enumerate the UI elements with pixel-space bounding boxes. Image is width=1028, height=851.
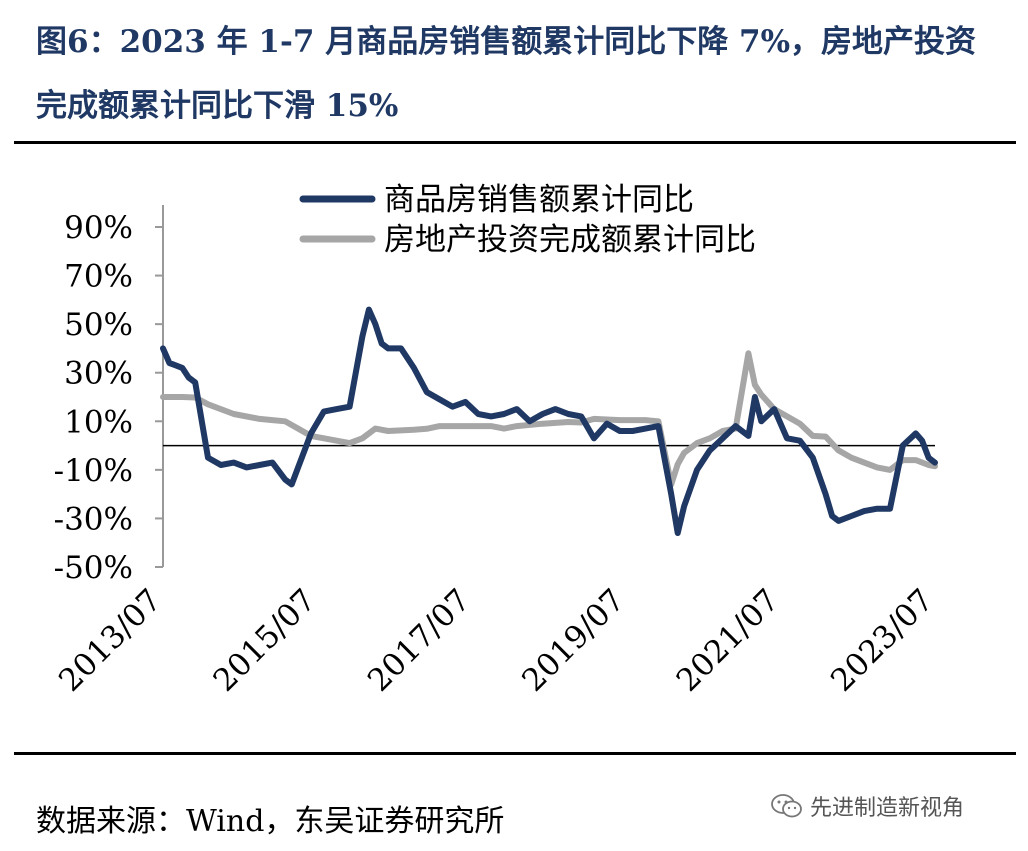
x-tick-label: 2013/07 [52,582,169,699]
y-tick-label: -30% [54,501,133,537]
y-tick-label: 90% [64,210,133,246]
y-tick-label: 30% [64,356,133,392]
bottom-rule [14,752,1016,755]
y-tick-label: 10% [64,404,133,440]
legend-label-investment: 房地产投资完成额累计同比 [384,222,756,258]
series-line-sales [160,306,938,536]
y-tick-label: -10% [54,453,133,489]
x-tick-label: 2023/07 [824,582,941,699]
series-line-investment [160,350,938,488]
line-chart: 90% 70% 50% 30% 10% -10% -30% -50%2013/07 2015/0… [52,182,941,699]
wechat-icon [771,794,802,818]
data-source-note: 数据来源：Wind，东吴证券研究所 [36,804,505,839]
y-tick-label: 50% [64,307,133,343]
x-tick-label: 2017/07 [361,582,478,699]
legend-label-sales: 商品房销售额累计同比 [384,182,694,218]
x-tick-label: 2021/07 [670,582,787,699]
chart-title: 图6：2023 年 1-7 月商品房销售额累计同比下降 7%，房地产投资完成额累… [36,24,977,124]
y-tick-label: 70% [64,259,133,295]
watermark: 先进制造新视角 [770,790,964,822]
top-rule [14,141,1016,144]
watermark-text: 先进制造新视角 [810,796,965,821]
x-tick-label: 2015/07 [207,582,324,699]
y-tick-label: -50% [54,550,133,586]
chart-lines [160,306,938,536]
x-tick-label: 2019/07 [515,582,632,699]
